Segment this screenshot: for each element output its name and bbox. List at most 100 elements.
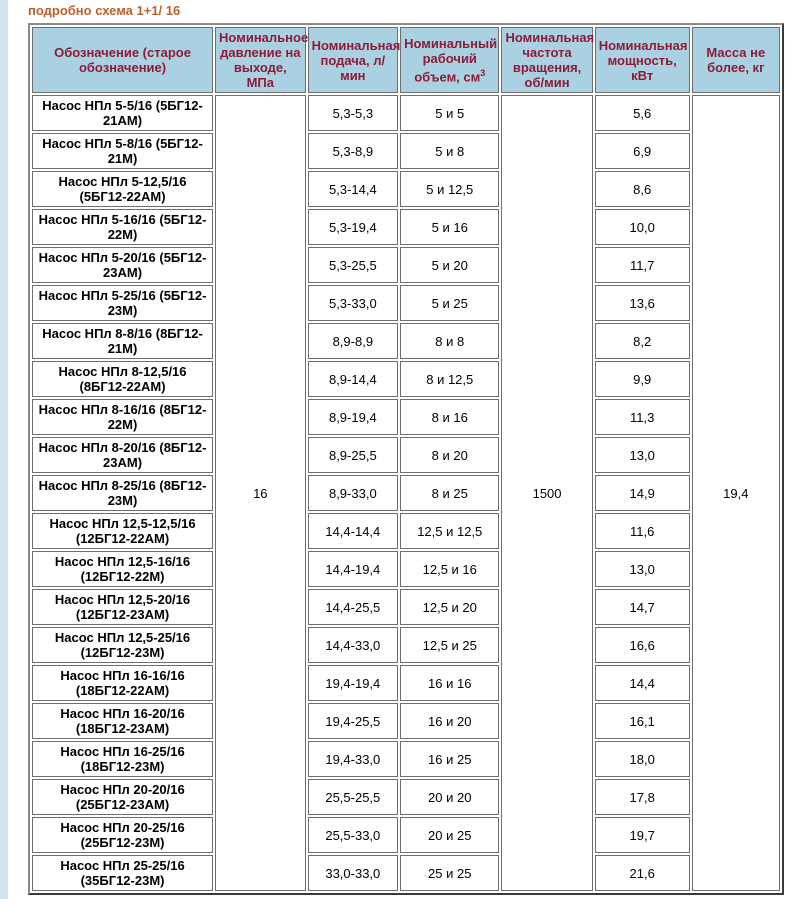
displacement-cell: 16 и 25 [400,741,500,777]
flow-cell: 8,9-8,9 [307,323,399,359]
power-cell: 10,0 [594,209,690,245]
power-cell: 11,3 [594,399,690,435]
table-row: Насос НПл 16-16/16 (18БГ12-22АМ) 19,4-19,… [32,665,780,701]
flow-cell: 8,9-25,5 [307,437,399,473]
pump-spec-table: Обозначение (старое обозначение) Номиналь… [28,23,784,895]
displacement-cell: 5 и 25 [400,285,500,321]
power-cell: 16,6 [594,627,690,663]
displacement-cell: 16 и 20 [400,703,500,739]
displacement-cell: 5 и 16 [400,209,500,245]
designation-cell: Насос НПл 20-25/16 (25БГ12-23М) [32,817,214,853]
column-header-3: Номинальная подача, л/ мин [307,27,400,93]
flow-cell: 14,4-33,0 [307,627,399,663]
power-cell: 17,8 [594,779,690,815]
table-row: Насос НПл 5-5/16 (5БГ12-21АМ) 16 5,3-5,3 5 … [32,95,780,891]
power-cell: 13,6 [594,285,690,321]
table-row: Насос НПл 16-20/16 (18БГ12-23АМ) 19,4-25,… [32,703,780,739]
mass-merged-cell: 19,4 [691,95,780,891]
displacement-cell: 5 и 8 [400,133,500,169]
designation-cell: Насос НПл 5-12,5/16 (5БГ12-22АМ) [32,171,214,207]
displacement-cell: 16 и 16 [400,665,500,701]
speed-merged-cell: 1500 [501,95,593,891]
designation-cell: Насос НПл 12,5-12,5/16 (12БГ12-22АМ) [32,513,214,549]
table-row: Насос НПл 25-25/16 (35БГ12-23М) 33,0-33,0… [32,855,780,891]
flow-cell: 14,4-19,4 [307,551,399,587]
table-row: Насос НПл 12,5-25/16 (12БГ12-23М) 14,4-33… [32,627,780,663]
page-content: подробно схема 1+1/ 16 Обозначение (стар… [28,2,788,895]
flow-cell: 25,5-33,0 [307,817,399,853]
flow-cell: 19,4-25,5 [307,703,399,739]
left-page-strip [0,0,8,899]
displacement-cell: 5 и 20 [400,247,500,283]
pressure-merged-cell: 16 [215,95,306,891]
flow-cell: 8,9-14,4 [307,361,399,397]
table-row: Насос НПл 20-25/16 (25БГ12-23М) 25,5-33,0… [32,817,780,853]
flow-cell: 19,4-33,0 [307,741,399,777]
scheme-detail-link[interactable]: подробно схема 1+1/ 16 [28,3,181,18]
power-cell: 16,1 [594,703,690,739]
column-header-6: Номинальная мощность, кВт [594,27,690,93]
designation-cell: Насос НПл 5-8/16 (5БГ12-21М) [32,133,214,169]
table-row: Насос НПл 12,5-12,5/16 (12БГ12-22АМ) 14,4… [32,513,780,549]
table-header-row: Обозначение (старое обозначение) Номиналь… [32,27,780,93]
displacement-cell: 5 и 12,5 [400,171,500,207]
column-header-5: Номинальная частота вращения, об/мин [501,27,594,93]
designation-cell: Насос НПл 20-20/16 (25БГ12-23АМ) [32,779,214,815]
designation-cell: Насос НПл 5-16/16 (5БГ12-22М) [32,209,214,245]
table-row: Насос НПл 5-25/16 (5БГ12-23М) 5,3-33,0 5 и… [32,285,780,321]
table-row: Насос НПл 12,5-20/16 (12БГ12-23АМ) 14,4-2… [32,589,780,625]
designation-cell: Насос НПл 16-20/16 (18БГ12-23АМ) [32,703,214,739]
designation-cell: Насос НПл 12,5-25/16 (12БГ12-23М) [32,627,214,663]
designation-cell: Насос НПл 5-5/16 (5БГ12-21АМ) [32,95,214,131]
displacement-cell: 20 и 25 [400,817,500,853]
flow-cell: 8,9-19,4 [307,399,399,435]
column-header-4: Номинальный рабочий объем, см3 [400,27,500,93]
displacement-cell: 12,5 и 20 [400,589,500,625]
flow-cell: 5,3-14,4 [307,171,399,207]
power-cell: 14,4 [594,665,690,701]
power-cell: 5,6 [594,95,690,131]
flow-cell: 5,3-25,5 [307,247,399,283]
power-cell: 8,6 [594,171,690,207]
table-row: Насос НПл 5-16/16 (5БГ12-22М) 5,3-19,4 5 и… [32,209,780,245]
flow-cell: 19,4-19,4 [307,665,399,701]
power-cell: 21,6 [594,855,690,891]
power-cell: 14,7 [594,589,690,625]
flow-cell: 5,3-19,4 [307,209,399,245]
displacement-cell: 8 и 12,5 [400,361,500,397]
flow-cell: 5,3-5,3 [307,95,399,131]
power-cell: 18,0 [594,741,690,777]
designation-cell: Насос НПл 8-25/16 (8БГ12-23М) [32,475,214,511]
displacement-cell: 12,5 и 12,5 [400,513,500,549]
flow-cell: 14,4-14,4 [307,513,399,549]
table-row: Насос НПл 5-12,5/16 (5БГ12-22АМ) 5,3-14,4… [32,171,780,207]
designation-cell: Насос НПл 8-12,5/16 (8БГ12-22АМ) [32,361,214,397]
displacement-cell: 25 и 25 [400,855,500,891]
table-row: Насос НПл 8-8/16 (8БГ12-21М) 8,9-8,9 8 и 8… [32,323,780,359]
power-cell: 9,9 [594,361,690,397]
power-cell: 11,7 [594,247,690,283]
column-header-7: Масса не более, кг [691,27,780,93]
power-cell: 8,2 [594,323,690,359]
designation-cell: Насос НПл 8-20/16 (8БГ12-23АМ) [32,437,214,473]
designation-cell: Насос НПл 25-25/16 (35БГ12-23М) [32,855,214,891]
column-header-2: Номинальное давление на выходе, МПа [215,27,308,93]
table-row: Насос НПл 5-20/16 (5БГ12-23АМ) 5,3-25,5 5 … [32,247,780,283]
flow-cell: 8,9-33,0 [307,475,399,511]
displacement-cell: 8 и 25 [400,475,500,511]
displacement-cell: 8 и 16 [400,399,500,435]
power-cell: 13,0 [594,437,690,473]
designation-cell: Насос НПл 5-20/16 (5БГ12-23АМ) [32,247,214,283]
displacement-cell: 5 и 5 [400,95,500,131]
table-row: Насос НПл 8-25/16 (8БГ12-23М) 8,9-33,0 8 и… [32,475,780,511]
displacement-cell: 8 и 20 [400,437,500,473]
power-cell: 19,7 [594,817,690,853]
displacement-cell: 12,5 и 25 [400,627,500,663]
flow-cell: 5,3-8,9 [307,133,399,169]
flow-cell: 5,3-33,0 [307,285,399,321]
flow-cell: 33,0-33,0 [307,855,399,891]
designation-cell: Насос НПл 12,5-16/16 (12БГ12-22М) [32,551,214,587]
power-cell: 11,6 [594,513,690,549]
designation-cell: Насос НПл 5-25/16 (5БГ12-23М) [32,285,214,321]
power-cell: 13,0 [594,551,690,587]
